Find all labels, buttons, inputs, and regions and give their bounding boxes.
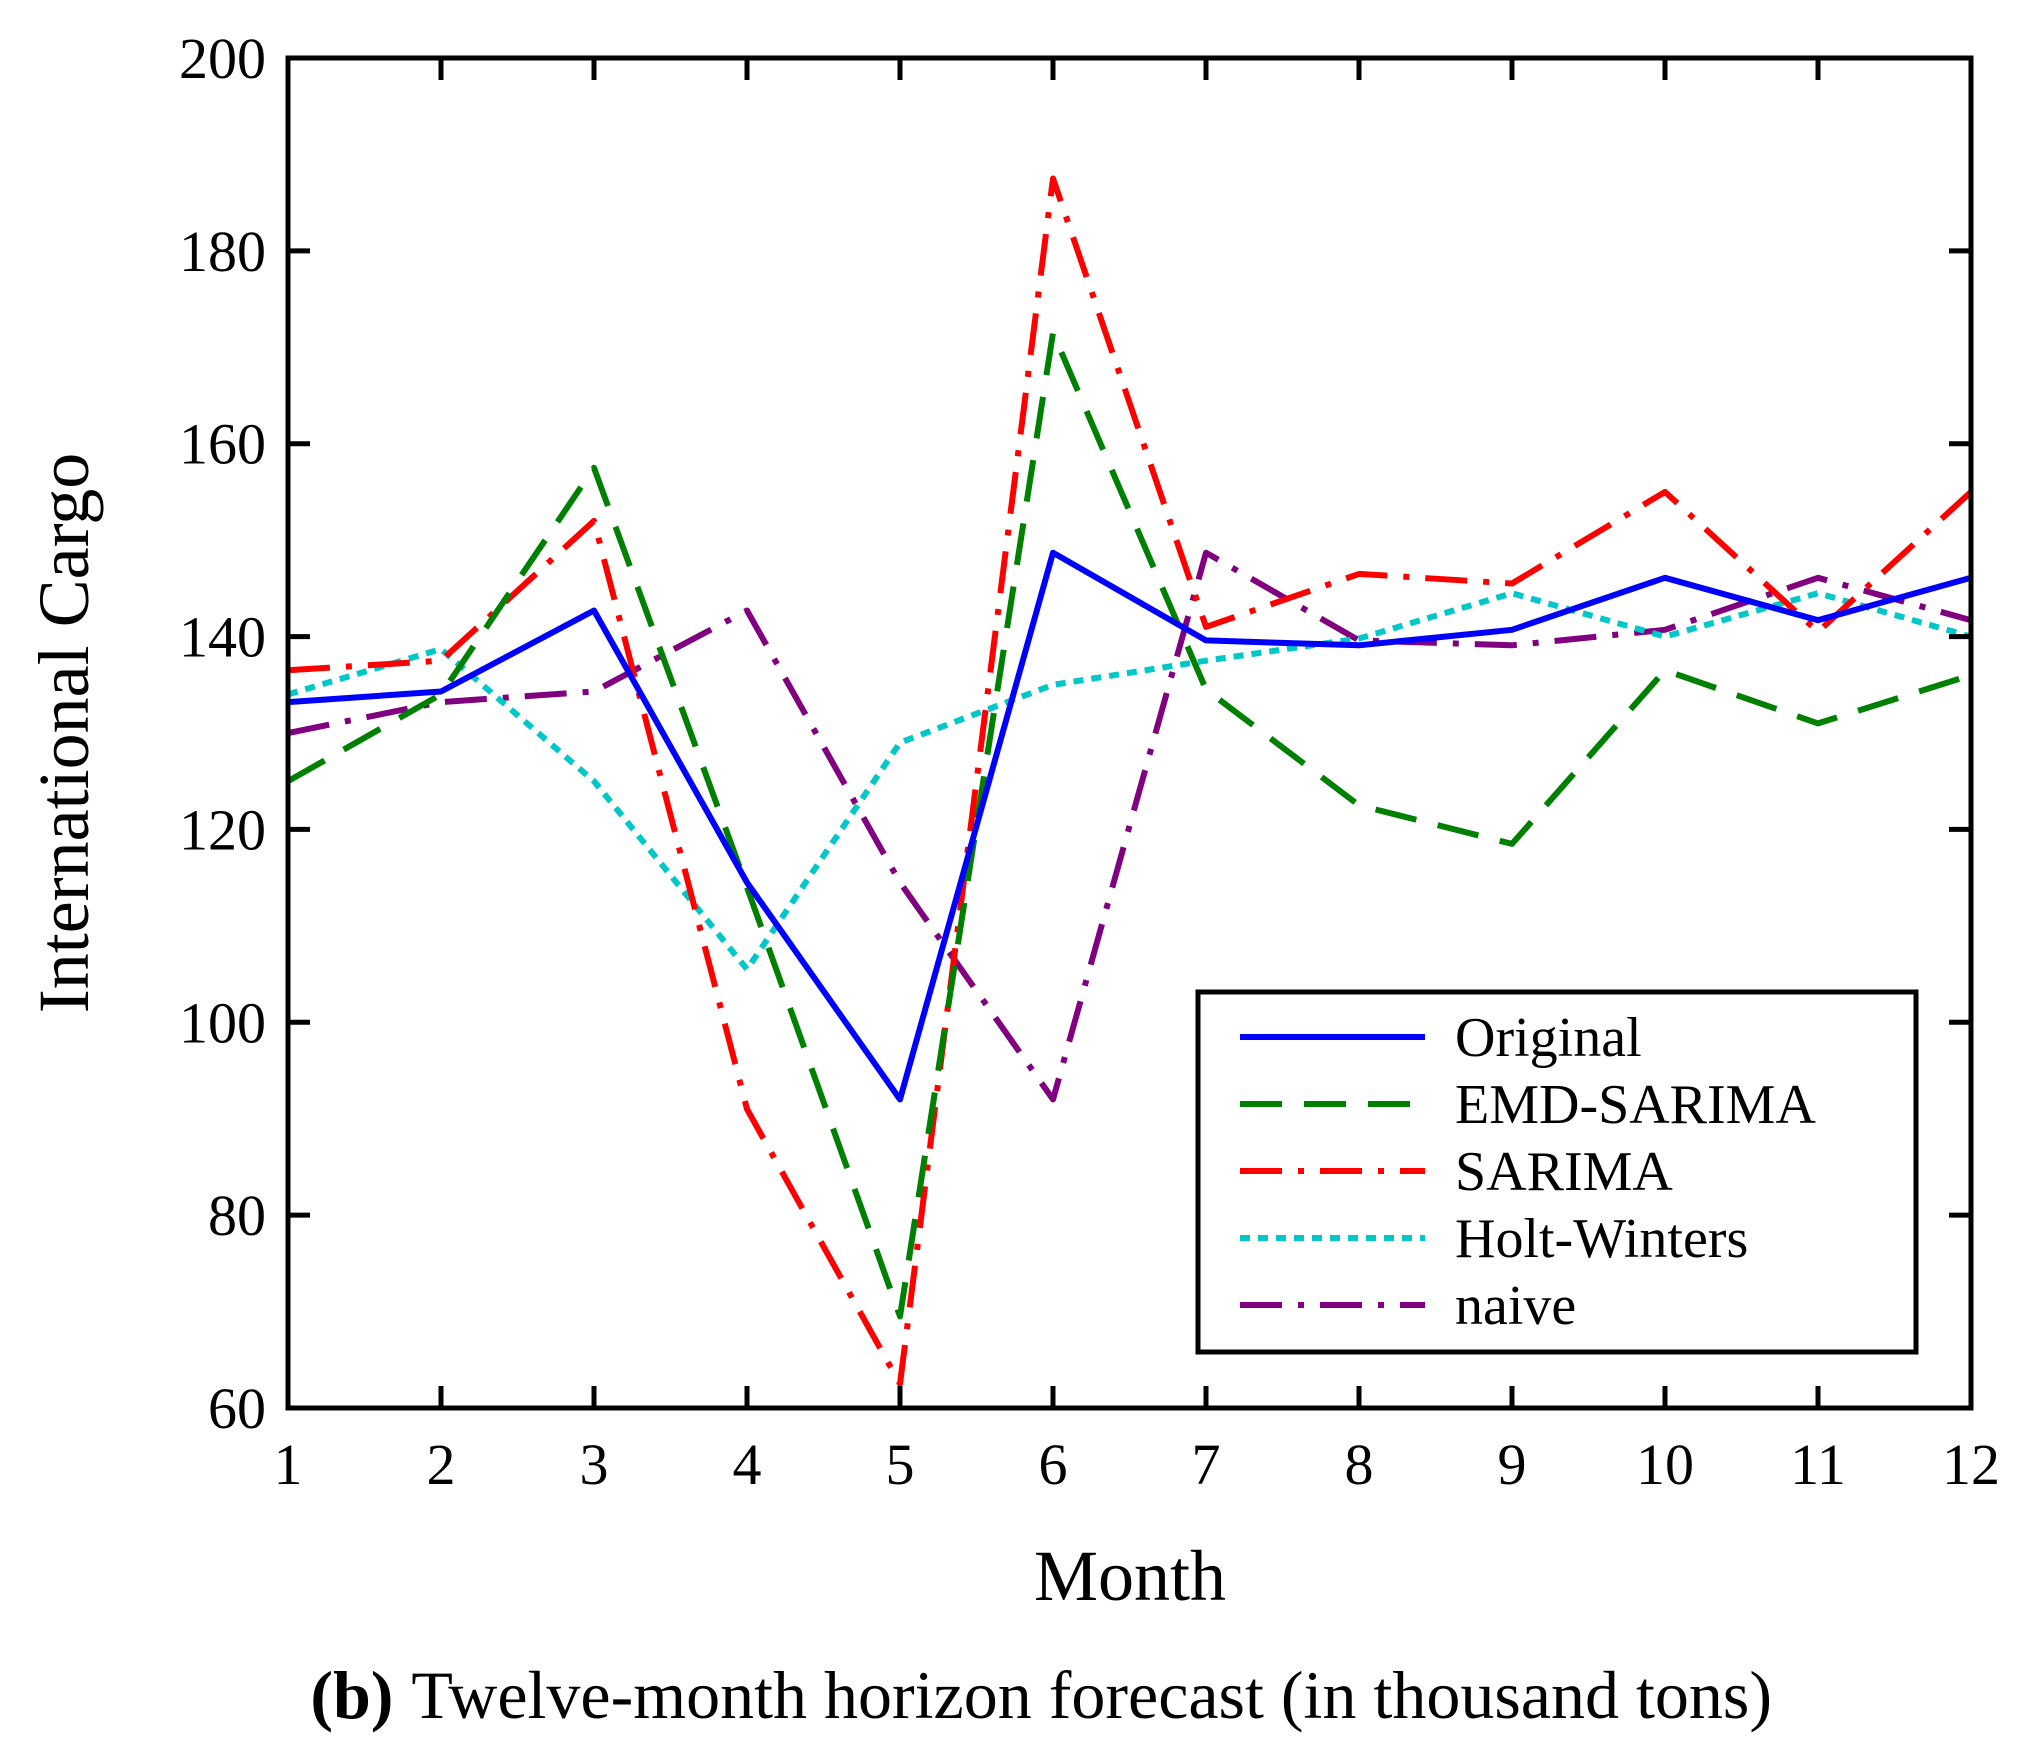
legend-label-holt-winters: Holt-Winters <box>1455 1208 1748 1270</box>
series-line-holt-winters <box>288 590 1971 973</box>
y-tick-label: 60 <box>208 1376 266 1441</box>
y-axis-label: International Cargo <box>24 453 104 1014</box>
series-line-emd-sarima <box>288 329 1971 1320</box>
y-tick-label: 80 <box>208 1183 266 1248</box>
caption-label: (b) <box>310 1657 393 1733</box>
series-line-original <box>288 549 1971 1103</box>
y-tick-label: 200 <box>179 26 266 91</box>
x-tick-label: 8 <box>1345 1432 1374 1497</box>
y-tick-label: 100 <box>179 990 266 1055</box>
series-layer <box>288 175 1971 1387</box>
legend: OriginalEMD-SARIMASARIMAHolt-Wintersnaiv… <box>1195 989 1919 1355</box>
plot-frame <box>285 55 1974 1411</box>
legend-label-sarima: SARIMA <box>1455 1141 1673 1203</box>
series-line-naive <box>288 549 1971 1103</box>
x-tick-label: 3 <box>580 1432 609 1497</box>
x-tick-label: 4 <box>733 1432 762 1497</box>
x-tick-label: 11 <box>1790 1432 1846 1497</box>
y-tick-label: 160 <box>179 412 266 477</box>
legend-label-emd-sarima: EMD-SARIMA <box>1455 1074 1816 1136</box>
tick-layer <box>285 55 1974 1411</box>
figure-caption: (b) Twelve-month horizon forecast (in tho… <box>310 1657 1772 1733</box>
x-tick-label: 6 <box>1039 1432 1068 1497</box>
legend-label-original: Original <box>1455 1007 1642 1069</box>
y-tick-label: 180 <box>179 219 266 284</box>
x-tick-label: 7 <box>1192 1432 1221 1497</box>
caption-text: Twelve-month horizon forecast (in thousa… <box>411 1657 1772 1733</box>
x-tick-label: 9 <box>1498 1432 1527 1497</box>
x-tick-label: 10 <box>1636 1432 1694 1497</box>
x-axis-label: Month <box>1034 1536 1226 1616</box>
series-line-sarima <box>288 175 1971 1387</box>
legend-box <box>1195 989 1919 1355</box>
legend-label-naive: naive <box>1455 1275 1576 1337</box>
x-tick-label: 5 <box>886 1432 915 1497</box>
y-tick-label: 140 <box>179 605 266 670</box>
x-tick-label: 1 <box>274 1432 303 1497</box>
y-tick-label: 120 <box>179 797 266 862</box>
x-tick-label: 12 <box>1942 1432 2000 1497</box>
x-tick-label: 2 <box>427 1432 456 1497</box>
